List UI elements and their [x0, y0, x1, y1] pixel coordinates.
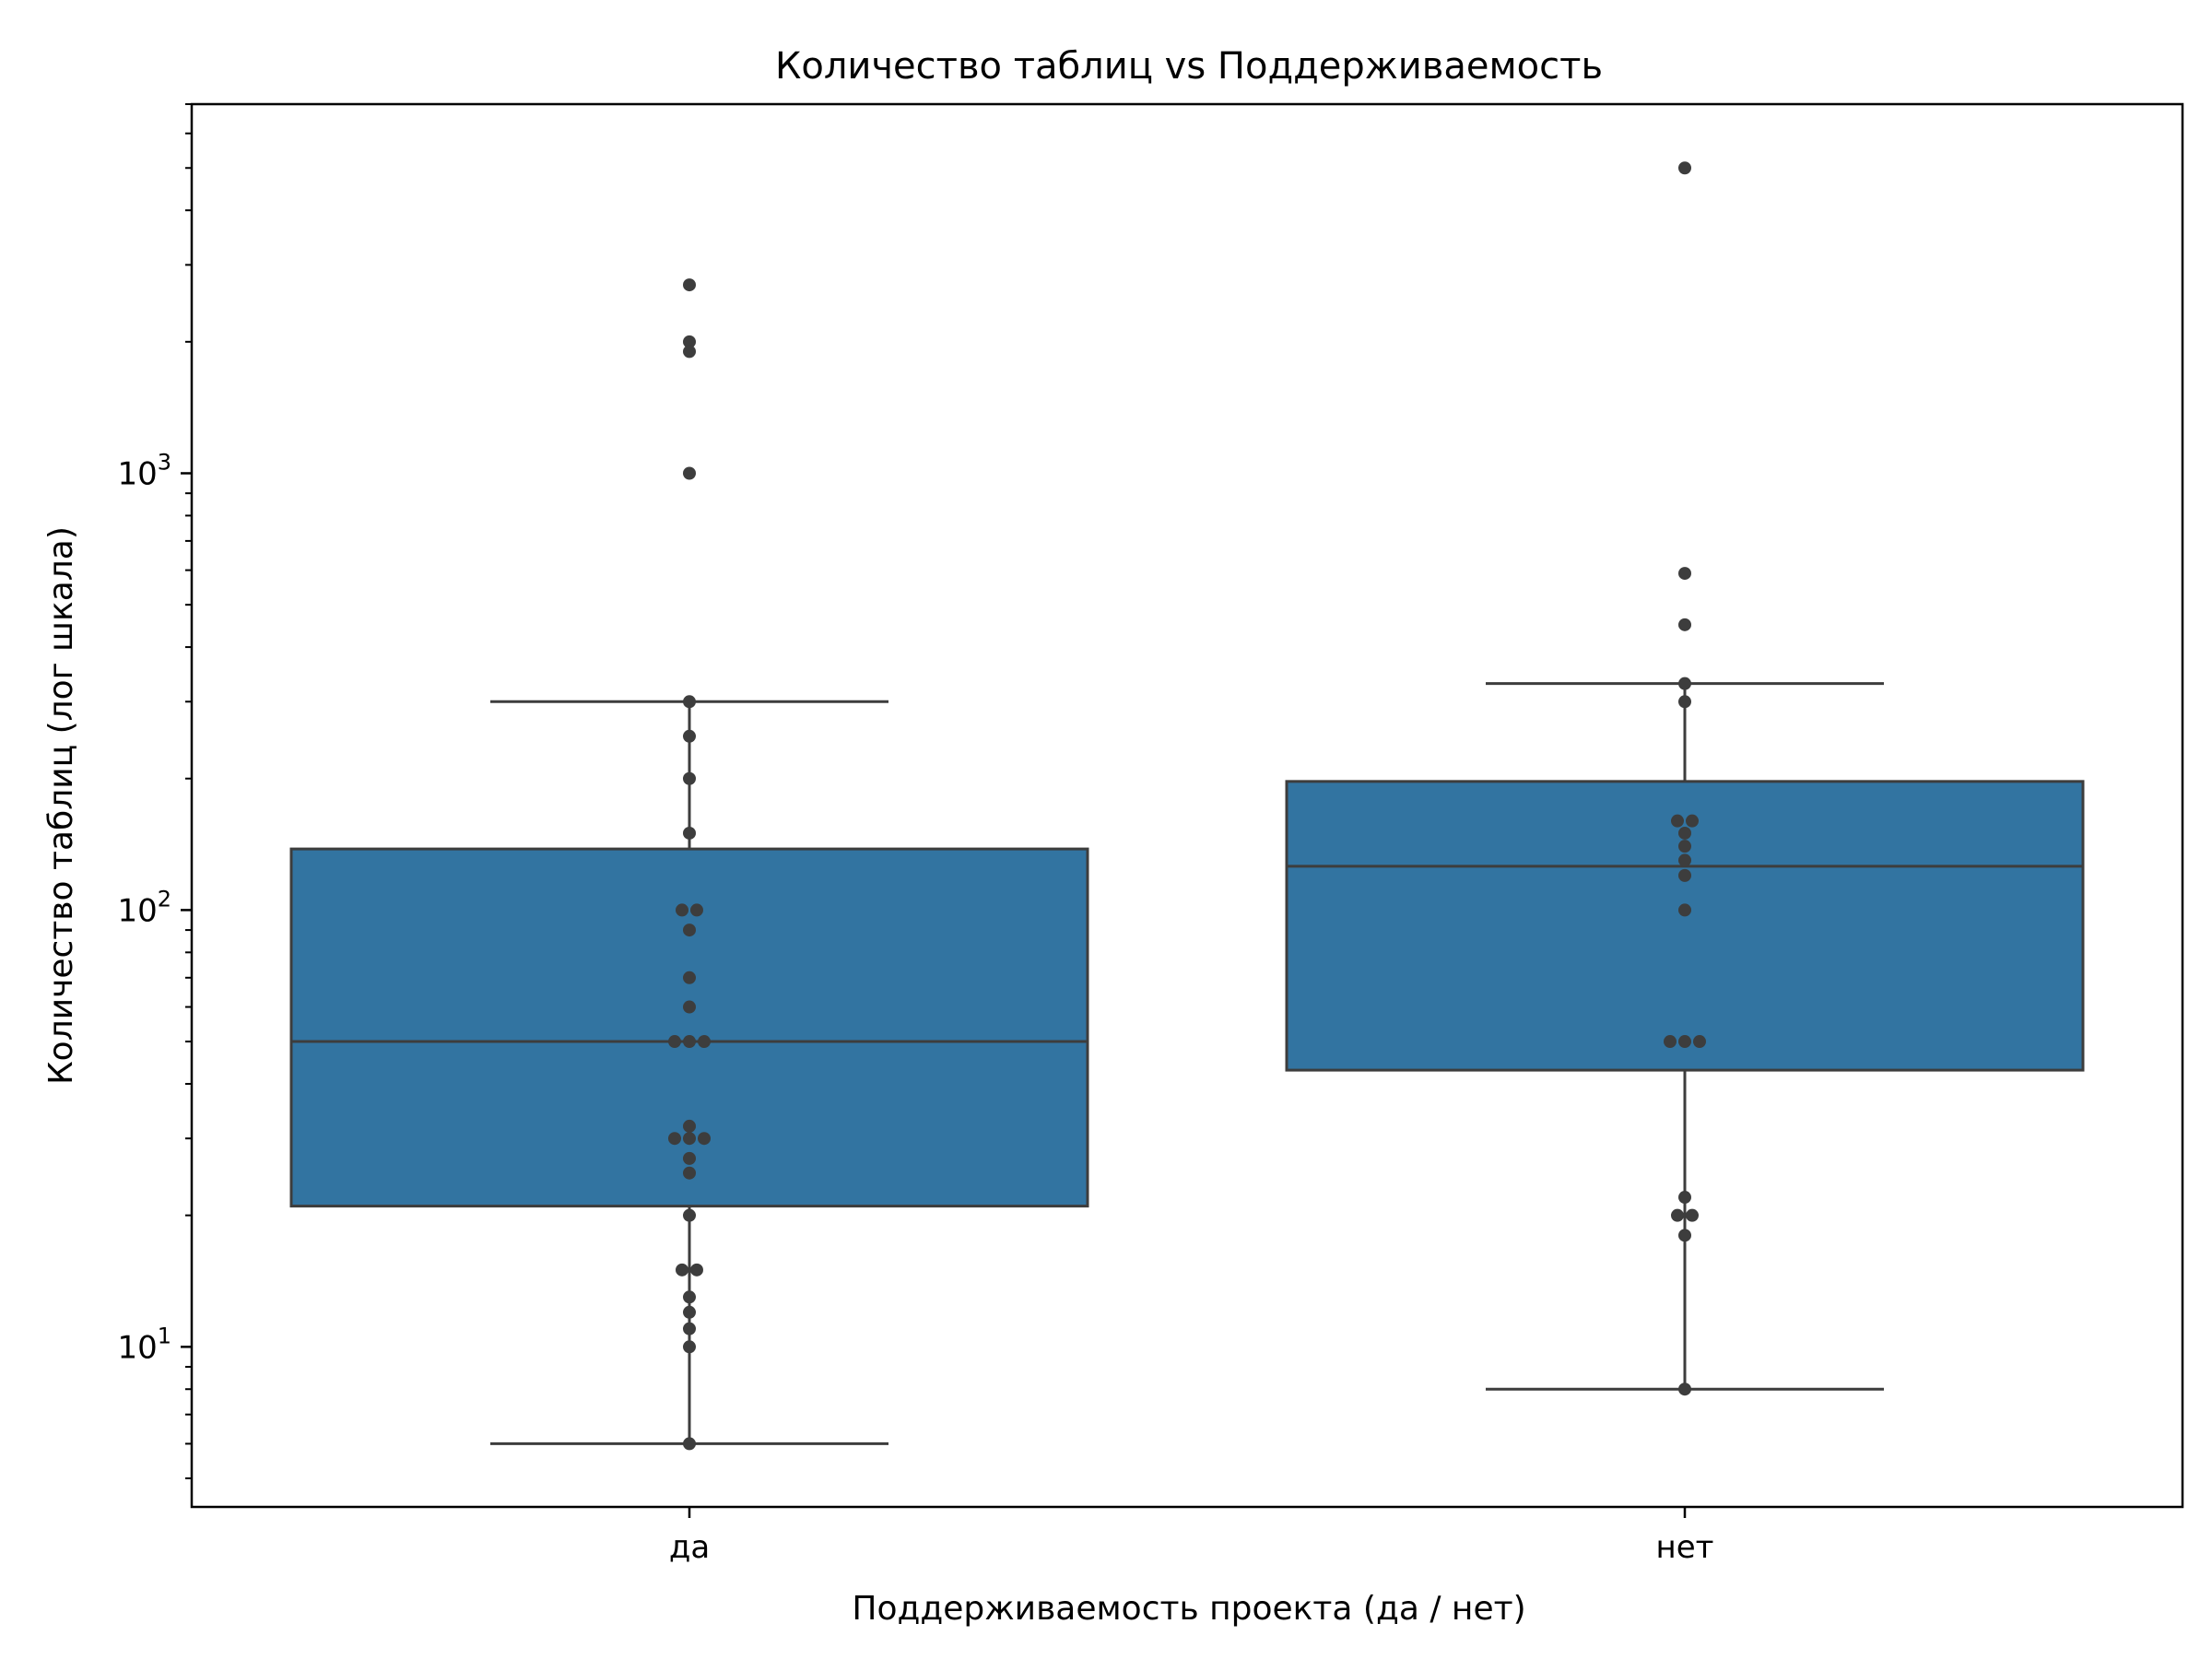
data-point [683, 1322, 696, 1335]
chart-title: Количество таблиц vs Поддерживаемость [775, 45, 1603, 88]
data-point [698, 1035, 711, 1049]
box-group-1 [289, 278, 1089, 1451]
data-point [1678, 1382, 1691, 1396]
data-point [683, 729, 696, 743]
data-point [1678, 903, 1691, 917]
y-axis-label: Количество таблиц (лог шкала) [42, 526, 80, 1085]
data-point [683, 1151, 696, 1165]
data-point [683, 278, 696, 292]
data-point [1678, 567, 1691, 581]
data-point [1678, 695, 1691, 709]
data-point [1678, 1191, 1691, 1205]
data-point [1678, 853, 1691, 867]
data-point [1664, 1035, 1677, 1049]
x-axis: да нет [669, 1507, 1714, 1566]
data-point [683, 1208, 696, 1222]
data-point [1686, 1208, 1699, 1222]
data-point [683, 1000, 696, 1014]
data-point [683, 466, 696, 480]
data-point [683, 1290, 696, 1304]
y-tick-label: 101 [117, 1323, 171, 1366]
data-point [1678, 1229, 1691, 1242]
data-point [1671, 1208, 1684, 1222]
box-iqr [289, 847, 1089, 1208]
data-point [676, 1263, 688, 1277]
box-iqr [1285, 780, 2085, 1072]
data-point [1686, 814, 1699, 828]
data-point [1678, 161, 1691, 175]
data-point [683, 924, 696, 937]
data-point [1678, 618, 1691, 631]
data-point [683, 1437, 696, 1451]
data-point [690, 1263, 703, 1277]
data-point [690, 903, 703, 917]
y-tick-label: 103 [117, 449, 171, 492]
data-point [683, 1340, 696, 1354]
data-point [1678, 826, 1691, 840]
data-point [683, 335, 696, 348]
data-point [683, 1305, 696, 1319]
data-point [683, 695, 696, 709]
data-point [1671, 814, 1684, 828]
data-point [683, 1035, 696, 1049]
data-point [1678, 840, 1691, 853]
data-point [676, 903, 688, 917]
data-point [1693, 1035, 1706, 1049]
data-point [698, 1132, 711, 1146]
data-point [683, 826, 696, 840]
plot-area [289, 161, 2085, 1451]
y-tick-label: 102 [117, 886, 171, 929]
y-axis: 101 102 103 [117, 103, 192, 1479]
data-point [1678, 677, 1691, 690]
data-point [683, 971, 696, 984]
data-point [668, 1035, 681, 1049]
data-point [683, 771, 696, 785]
data-point [683, 345, 696, 359]
data-point [683, 1119, 696, 1133]
data-point [683, 1132, 696, 1146]
data-point [1678, 1035, 1691, 1049]
data-point [1678, 868, 1691, 882]
plot-frame [190, 102, 2184, 1509]
x-tick-label: да [669, 1529, 710, 1566]
data-point [668, 1132, 681, 1146]
x-axis-label: Поддерживаемость проекта (да / нет) [852, 1590, 1525, 1628]
data-point [683, 1166, 696, 1180]
x-tick-label: нет [1656, 1529, 1714, 1566]
box-group-2 [1285, 161, 2085, 1396]
